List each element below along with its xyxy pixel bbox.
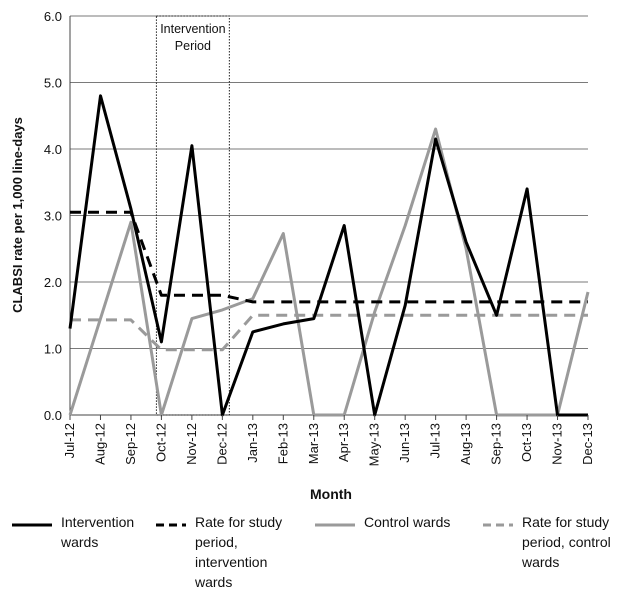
y-tick-label: 5.0 — [44, 76, 62, 91]
x-tick-label: May-13 — [367, 423, 382, 466]
x-tick-label: Dec-13 — [580, 423, 595, 465]
x-tick-label: Sep-12 — [123, 423, 138, 465]
x-tick-label: Jul-12 — [62, 423, 77, 458]
y-tick-label: 6.0 — [44, 9, 62, 24]
series-layer — [68, 94, 590, 417]
legend-item-rate-control: Rate for study period, control wards — [483, 512, 611, 572]
x-tick-label: Nov-13 — [550, 423, 565, 465]
series-line-rate-for-study-period-control-wards — [70, 313, 588, 352]
legend-label: Intervention wards — [61, 514, 135, 550]
intervention-period-annotation: Intervention Period — [155, 15, 230, 416]
x-tick-label: Mar-13 — [306, 423, 321, 464]
series-line-intervention-wards — [68, 94, 588, 417]
legend-swatch-solid-gray — [315, 523, 355, 527]
x-axis-label: Month — [310, 486, 352, 502]
x-tick-labels: Jul-12 Aug-12 Sep-12 Oct-12 Nov-12 Dec-12 Jan-… — [62, 415, 595, 466]
legend-label: Rate for study period, control wards — [522, 514, 611, 570]
legend-swatch-dashed-gray — [483, 523, 513, 527]
x-tick-label: Jan-13 — [245, 423, 260, 463]
y-tick-label: 4.0 — [44, 142, 62, 157]
x-tick-label: Oct-13 — [519, 423, 534, 462]
series-line-rate-for-study-period-intervention-wards — [70, 210, 588, 304]
intervention-period-label-line2: Period — [175, 39, 211, 53]
x-tick-label: Feb-13 — [275, 423, 290, 464]
legend-label: Rate for study period, intervention ward… — [195, 514, 283, 590]
legend-swatch-solid-black — [12, 523, 52, 527]
y-tick-label: 3.0 — [44, 209, 62, 224]
intervention-period-box — [155, 15, 230, 416]
x-tick-label: Oct-12 — [153, 423, 168, 462]
legend-label: Control wards — [364, 514, 451, 530]
y-axis-label: CLABSI rate per 1,000 line-days — [10, 117, 25, 313]
x-tick-label: Sep-13 — [489, 423, 504, 465]
legend-swatch-dashed-black — [156, 523, 186, 527]
x-tick-label: Nov-12 — [184, 423, 199, 465]
intervention-period-label-line1: Intervention — [160, 22, 225, 36]
x-tick-label: Aug-12 — [92, 423, 107, 465]
x-tick-label: Apr-13 — [336, 423, 351, 462]
y-tick-label: 1.0 — [44, 342, 62, 357]
chart: Intervention Period 0.0 1.0 2.0 3.0 4.0 5.0 6.… — [10, 9, 595, 502]
x-tick-label: Dec-12 — [214, 423, 229, 465]
legend-item-intervention-wards: Intervention wards — [12, 512, 134, 552]
x-tick-label: Aug-13 — [458, 423, 473, 465]
series-line-control-wards — [68, 127, 590, 417]
x-tick-label: Jul-13 — [428, 423, 443, 458]
gridlines — [70, 15, 588, 416]
legend-item-control-wards: Control wards — [315, 512, 450, 532]
y-tick-labels: 0.0 1.0 2.0 3.0 4.0 5.0 6.0 — [44, 9, 62, 423]
y-tick-label: 2.0 — [44, 275, 62, 290]
legend-item-rate-intervention: Rate for study period, intervention ward… — [156, 512, 282, 592]
legend: Intervention wards Rate for study period… — [0, 512, 628, 593]
x-tick-label: Jun-13 — [397, 423, 412, 463]
y-tick-label: 0.0 — [44, 408, 62, 423]
